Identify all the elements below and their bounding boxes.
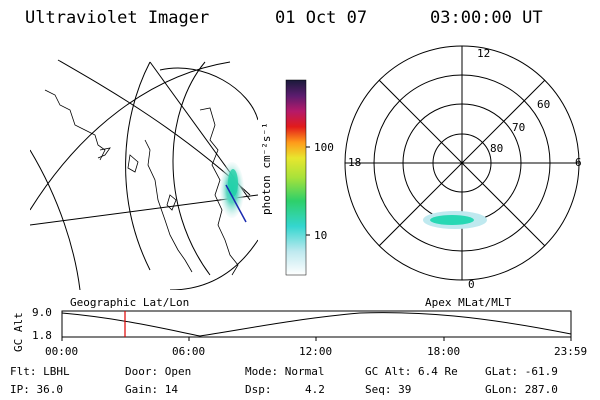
time-label: 03:00:00 UT [430,8,543,28]
instrument-title: Ultraviolet Imager [25,8,210,28]
glat-info: GLat: -61.9 [485,365,558,378]
mlt-label-dusk: 18 [348,156,362,169]
filter-info: Flt: LBHL [10,365,70,378]
latitude-circle [172,61,211,276]
geographic-label: Geographic Lat/Lon [70,296,190,309]
time-tick-label: 06:00 [172,345,206,358]
altitude-ylabel: GC Alt [12,312,25,352]
meridian-line [30,149,81,290]
polar-plot [344,45,580,281]
polar-aurora [430,215,474,225]
geographic-map [30,59,258,290]
gain-info: Gain: 14 [125,383,178,396]
latitude-circle [125,61,151,271]
time-tick-label: 18:00 [427,345,461,358]
ip-info: IP: 36.0 [10,383,63,396]
altitude-curve [61,312,572,337]
altitude-plot [61,310,572,341]
mlat-label-80: 80 [490,142,504,155]
date-label: 01 Oct 07 [275,8,368,28]
dsp-value: 4.2 [305,383,325,396]
mlt-label-midnight: 0 [468,278,475,291]
coastline [127,154,139,173]
glon-info: GLon: 287.0 [485,383,558,396]
latitude-circle-outer [30,61,231,211]
door-info: Door: Open [125,365,192,378]
time-tick-label: 12:00 [299,345,333,358]
altitude-ytick: 1.8 [32,329,52,342]
mlt-label-dawn: 6 [575,156,582,169]
meridian-line [30,194,258,226]
colorbar-tick-label: 10 [314,229,328,242]
time-tick-label: 23:59 [554,345,588,358]
earth-limb [169,239,258,290]
colorbar-tick-label: 100 [314,141,334,154]
coastline [166,194,177,211]
mlat-label-60: 60 [537,98,551,111]
earth-limb [159,67,258,121]
time-tick-label: 00:00 [45,345,79,358]
mode-info: Mode: Normal [245,365,325,378]
colorbar [285,79,307,276]
coastline [44,89,106,161]
magnetic-meridian [225,184,247,223]
dsp-label: Dsp: [245,383,272,396]
coastline [144,139,193,273]
coastline [199,107,239,276]
meridian-line [57,59,251,196]
colorbar-unit-label: photon cm⁻²s⁻¹ [260,122,273,215]
seq-info: Seq: 39 [365,383,412,396]
gc-alt-info: GC Alt: 6.4 Re [365,365,458,378]
apex-label: Apex MLat/MLT [425,296,512,309]
mlt-label-noon: 12 [477,47,491,60]
altitude-ytick: 9.0 [32,306,52,319]
mlt-axis-diagonal [378,79,546,247]
coastline [97,147,111,159]
mlat-label-70: 70 [512,121,526,134]
aurora-core [228,169,238,197]
